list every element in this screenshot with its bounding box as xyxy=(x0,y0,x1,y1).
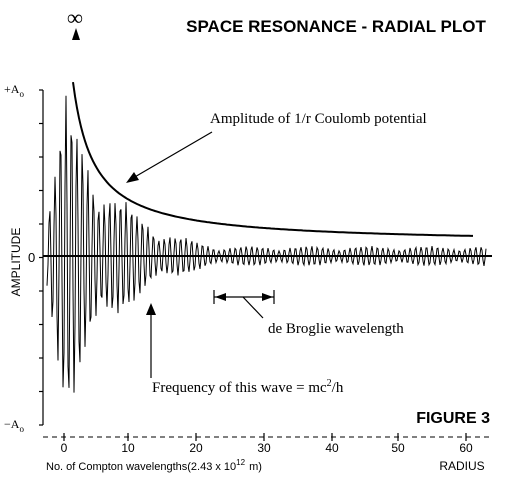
x-tick-label: 0 xyxy=(61,441,68,455)
coulomb-pointer-line xyxy=(132,131,213,179)
wave-trace xyxy=(46,95,487,393)
figure-label: FIGURE 3 xyxy=(416,410,490,427)
y-zero-label: 0 xyxy=(28,250,35,265)
coulomb-pointer-arrowhead xyxy=(126,172,139,183)
coulomb-envelope-curve xyxy=(72,81,473,237)
x-tick-label: 40 xyxy=(325,441,339,455)
de-broglie-pointer-line xyxy=(242,296,264,319)
y-axis-title: AMPLITUDE xyxy=(9,228,23,297)
coulomb-annotation: Amplitude of 1/r Coulomb potential xyxy=(210,111,427,127)
infinity-arrowhead xyxy=(72,28,80,40)
x-tick-label: 10 xyxy=(121,441,135,455)
y-bottom-label: −Ao xyxy=(4,417,24,434)
de-broglie-left-arrowhead xyxy=(215,293,226,301)
title: SPACE RESONANCE - RADIAL PLOT xyxy=(186,17,486,36)
frequency-pointer-arrowhead xyxy=(146,303,156,315)
y-top-label: +Ao xyxy=(4,82,24,99)
de-broglie-annotation: de Broglie wavelength xyxy=(268,321,404,337)
x-axis-caption: No. of Compton wavelengths(2.43 x 1012 m) xyxy=(46,458,262,473)
x-tick-label: 50 xyxy=(391,441,405,455)
radius-label: RADIUS xyxy=(439,459,484,473)
x-tick-label: 30 xyxy=(257,441,271,455)
infinity-symbol: ∞ xyxy=(67,5,83,30)
y-axis-ticks xyxy=(39,89,43,426)
x-axis-ticks xyxy=(63,433,467,441)
x-tick-label: 20 xyxy=(189,441,203,455)
frequency-annotation: Frequency of this wave = mc2/h xyxy=(152,378,344,396)
x-tick-label: 60 xyxy=(459,441,473,455)
de-broglie-right-arrowhead xyxy=(262,293,273,301)
